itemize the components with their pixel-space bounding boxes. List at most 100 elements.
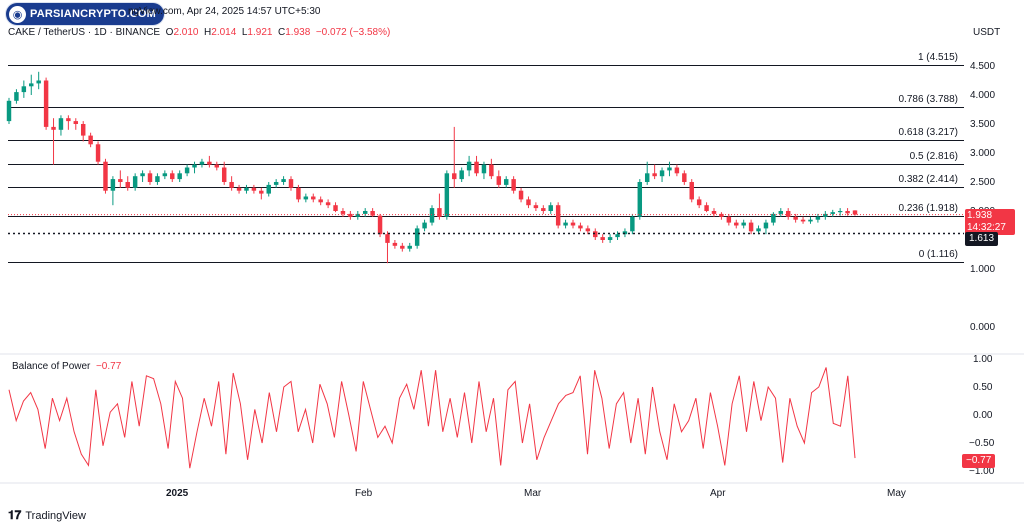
candle-body bbox=[578, 225, 583, 229]
candle-body bbox=[630, 216, 635, 232]
last-price-value: 1.938 bbox=[967, 210, 993, 221]
candle-body bbox=[325, 202, 331, 206]
candle-body bbox=[481, 164, 487, 174]
candle-body bbox=[400, 245, 405, 249]
candle-body bbox=[43, 80, 49, 127]
candle-body bbox=[682, 173, 687, 182]
time-label: 2025 bbox=[166, 488, 189, 499]
candle-body bbox=[518, 190, 524, 200]
candle-body bbox=[362, 211, 368, 214]
candle-body bbox=[118, 179, 123, 182]
candle-body bbox=[251, 187, 257, 191]
candle-body bbox=[637, 182, 643, 217]
candle-body bbox=[177, 173, 182, 180]
candle-body bbox=[503, 179, 509, 185]
candle-body bbox=[815, 216, 821, 220]
bop-tick: −0.50 bbox=[969, 438, 995, 449]
fib-label: 0 (1.116) bbox=[918, 248, 958, 260]
candle-body bbox=[21, 86, 27, 93]
price-tick: 2.500 bbox=[970, 177, 996, 188]
candle-body bbox=[303, 196, 309, 200]
candle-body bbox=[296, 187, 301, 200]
candle-body bbox=[726, 216, 732, 223]
bop-tick: 0.50 bbox=[973, 382, 993, 393]
candle-body bbox=[711, 211, 717, 214]
parsian-logo-icon: ◉ bbox=[9, 5, 26, 23]
candle-body bbox=[756, 228, 761, 232]
candle-body bbox=[778, 211, 784, 214]
candle-body bbox=[659, 170, 665, 177]
candle-body bbox=[414, 228, 420, 246]
indicator-name: Balance of Power bbox=[12, 361, 91, 372]
candle-body bbox=[14, 92, 19, 101]
candle-body bbox=[763, 222, 769, 229]
fib-label: 0.5 (2.816) bbox=[909, 150, 958, 162]
candle-body bbox=[607, 237, 613, 240]
candle-body bbox=[741, 222, 746, 226]
indicator-legend[interactable]: Balance of Power −0.77 bbox=[12, 361, 121, 372]
candle-body bbox=[555, 205, 561, 226]
fib-label: 0.786 (3.788) bbox=[898, 93, 959, 105]
candle-body bbox=[689, 182, 694, 200]
candle-body bbox=[644, 173, 650, 182]
candle-body bbox=[533, 205, 539, 209]
candle-body bbox=[192, 164, 197, 168]
watermark-text: PARSIANCRYPTO.COM bbox=[30, 8, 157, 20]
candle-body bbox=[318, 199, 323, 203]
candle-body bbox=[771, 213, 776, 223]
price-tick: 3.500 bbox=[970, 119, 996, 130]
change-value: −0.072 (−3.58%) bbox=[315, 27, 391, 38]
candle-body bbox=[667, 167, 672, 171]
candle-body bbox=[311, 196, 316, 200]
candle-body bbox=[429, 208, 435, 223]
candles-group bbox=[6, 71, 858, 264]
bop-value-tag: −0.77 bbox=[962, 454, 996, 468]
candle-body bbox=[259, 190, 264, 194]
candle-body bbox=[466, 161, 472, 171]
candle-body bbox=[229, 182, 234, 188]
tradingview-footer[interactable]: 𝟏𝟕 TradingView bbox=[8, 508, 86, 523]
candle-body bbox=[73, 121, 79, 124]
candle-body bbox=[845, 211, 850, 214]
fib-label: 0.618 (3.217) bbox=[898, 126, 959, 138]
watermark-logo: ◉ PARSIANCRYPTO.COM bbox=[6, 3, 165, 25]
high-label: H bbox=[204, 27, 212, 38]
candle-body bbox=[808, 219, 813, 222]
candle-body bbox=[548, 205, 553, 211]
dotted-level-tag: 1.613 bbox=[965, 232, 999, 246]
candle-body bbox=[207, 161, 212, 165]
candle-body bbox=[199, 161, 205, 165]
bop-tick: −1.00 bbox=[969, 466, 995, 477]
open-value: 2.010 bbox=[173, 27, 199, 38]
candle-body bbox=[221, 167, 227, 182]
candle-body bbox=[526, 199, 531, 206]
candle-body bbox=[88, 135, 93, 145]
time-label: May bbox=[887, 488, 906, 499]
candle-body bbox=[734, 222, 739, 226]
open-label: O bbox=[165, 27, 174, 38]
candle-body bbox=[103, 161, 108, 191]
candle-body bbox=[719, 213, 724, 217]
candle-body bbox=[459, 170, 464, 180]
candle-body bbox=[281, 179, 286, 182]
fib-label: 0.236 (1.918) bbox=[898, 202, 959, 214]
price-tick: 0.000 bbox=[970, 322, 996, 333]
candle-body bbox=[837, 211, 843, 213]
candle-body bbox=[570, 222, 576, 226]
candle-body bbox=[214, 164, 220, 168]
candle-body bbox=[696, 199, 702, 206]
candle-body bbox=[6, 100, 12, 122]
candle-body bbox=[674, 167, 680, 174]
candle-body bbox=[422, 222, 427, 229]
candle-body bbox=[132, 176, 138, 188]
candle-body bbox=[162, 173, 168, 177]
candle-body bbox=[80, 124, 86, 136]
candle-body bbox=[600, 237, 605, 240]
candle-body bbox=[340, 211, 346, 214]
candle-body bbox=[585, 228, 591, 232]
candle-body bbox=[348, 213, 353, 217]
bar-countdown: 14:32:27 bbox=[967, 222, 1006, 233]
candle-body bbox=[392, 242, 398, 246]
low-value: 1.921 bbox=[247, 27, 273, 38]
